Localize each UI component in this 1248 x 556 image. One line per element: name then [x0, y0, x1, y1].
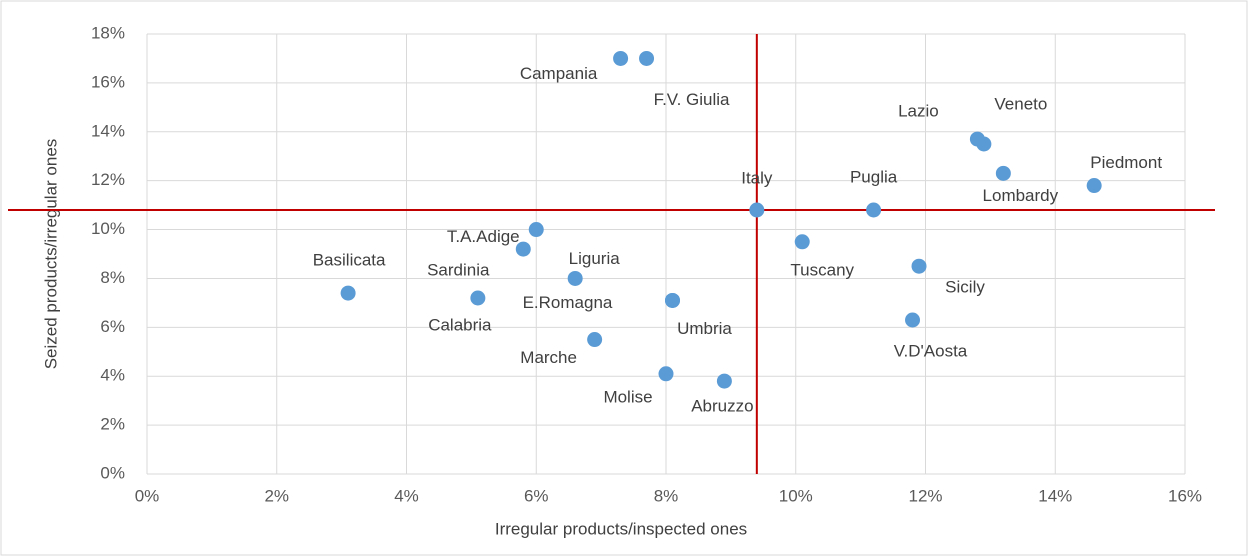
x-tick-label: 12% [908, 486, 942, 505]
point [995, 165, 1011, 181]
x-tick-label: 6% [524, 486, 549, 505]
y-tick-label: 6% [100, 317, 125, 336]
y-tick-label: 12% [91, 170, 125, 189]
point-label: Lazio [898, 102, 939, 121]
y-tick-label: 8% [100, 268, 125, 287]
y-tick-label: 14% [91, 121, 125, 140]
point-label: Liguria [569, 249, 621, 268]
point [340, 285, 356, 301]
point-label: Sardinia [427, 261, 490, 280]
point [905, 312, 921, 328]
point-label: Sicily [945, 278, 985, 297]
point [587, 332, 603, 348]
point [716, 373, 732, 389]
y-tick-label: 0% [100, 463, 125, 482]
point [749, 202, 765, 218]
point-label: F.V. Giulia [654, 90, 730, 109]
point [664, 292, 680, 308]
y-tick-label: 4% [100, 366, 125, 385]
point [794, 234, 810, 250]
point-label: Campania [520, 64, 598, 83]
x-tick-label: 10% [779, 486, 813, 505]
point-label: Veneto [994, 94, 1047, 113]
point-label: Umbria [677, 319, 732, 338]
x-tick-label: 0% [135, 486, 160, 505]
y-tick-label: 16% [91, 72, 125, 91]
x-axis-title: Irregular products/inspected ones [495, 519, 747, 538]
point-label: Lombardy [983, 186, 1059, 205]
point [515, 241, 531, 257]
point-label: Tuscany [790, 260, 854, 279]
point-label: V.D'Aosta [894, 341, 968, 360]
point [470, 290, 486, 306]
y-tick-label: 10% [91, 219, 125, 238]
point [866, 202, 882, 218]
point-label: Puglia [850, 167, 898, 186]
point-label: Molise [603, 387, 652, 406]
point [639, 50, 655, 66]
x-tick-label: 4% [394, 486, 419, 505]
point-label: Calabria [428, 315, 492, 334]
y-tick-label: 2% [100, 415, 125, 434]
y-axis-title: Seized products/irregular ones [41, 139, 60, 370]
point [658, 366, 674, 382]
point [1086, 178, 1102, 194]
x-tick-label: 8% [654, 486, 679, 505]
x-tick-label: 14% [1038, 486, 1072, 505]
point-label: Marche [520, 348, 577, 367]
point-label: E.Romagna [523, 293, 613, 312]
point-label: T.A.Adige [447, 227, 520, 246]
point-label: Italy [741, 168, 773, 187]
point [528, 222, 544, 238]
y-tick-label: 18% [91, 23, 125, 42]
point [567, 270, 583, 286]
point-label: Abruzzo [691, 397, 753, 416]
point [911, 258, 927, 274]
x-tick-label: 16% [1168, 486, 1202, 505]
x-tick-label: 2% [264, 486, 289, 505]
point [613, 50, 629, 66]
point [976, 136, 992, 152]
point-label: Basilicata [313, 251, 386, 270]
point-label: Piedmont [1090, 153, 1162, 172]
